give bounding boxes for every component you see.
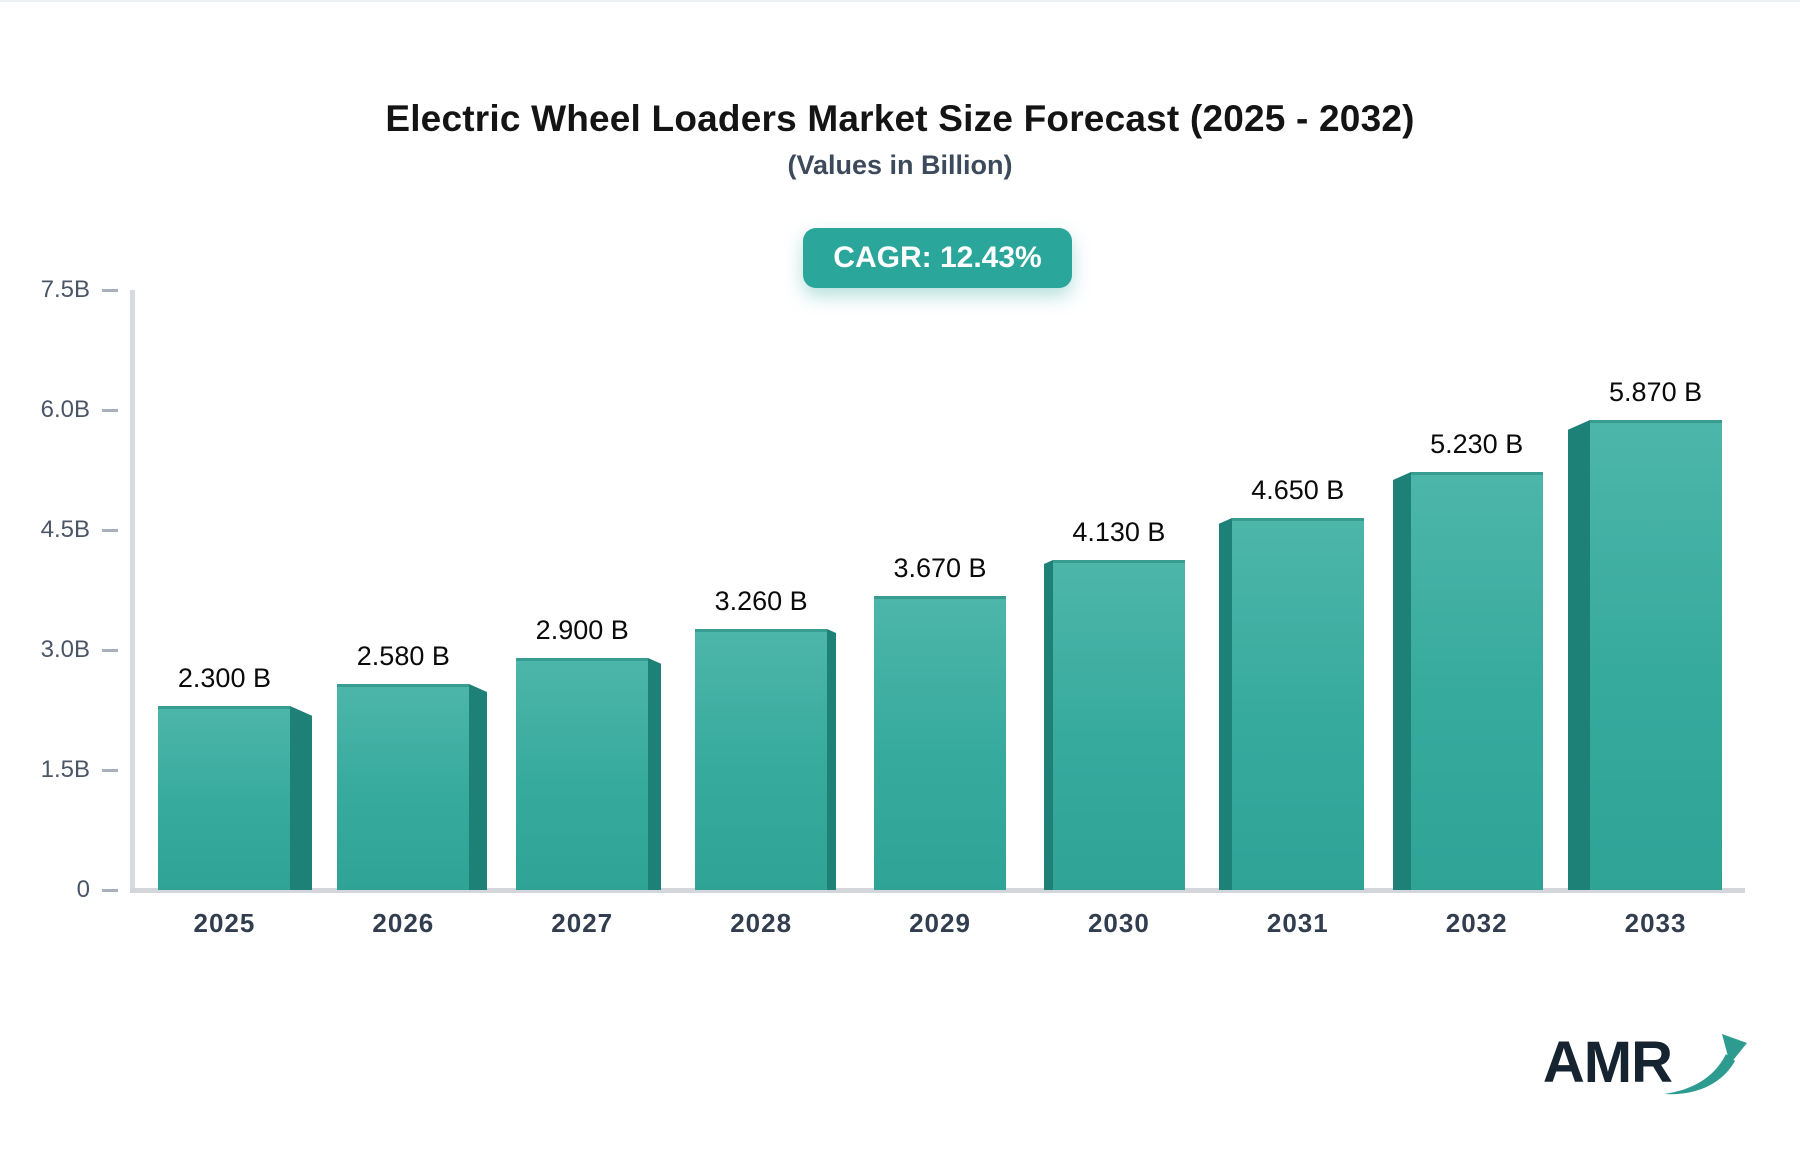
x-axis-label-2032: 2032 <box>1445 908 1508 938</box>
bar-2025 <box>158 706 313 890</box>
bar-value-label: 4.130 B <box>1072 516 1166 547</box>
bar-2027 <box>516 658 662 890</box>
y-tick-mark <box>102 648 118 652</box>
y-tick: 0 <box>0 876 118 904</box>
amr-logo: AMR <box>1543 1028 1748 1096</box>
bar-slot-2031: 4.650 B <box>1208 290 1387 890</box>
y-tick: 6.0B <box>0 396 118 424</box>
bar-side-face <box>469 683 488 890</box>
y-tick-label: 1.5B <box>40 756 90 783</box>
bar-slot-2032: 5.230 B <box>1387 290 1566 890</box>
y-tick-mark <box>102 528 118 532</box>
y-tick-label: 3.0B <box>40 636 90 663</box>
bar-side-face <box>1567 420 1590 890</box>
x-axis-label-2028: 2028 <box>730 908 793 938</box>
bar-slot-2030: 4.130 B <box>1029 290 1208 890</box>
bar-value-label: 2.580 B <box>356 640 450 671</box>
bar-slot-2028: 3.260 B <box>672 290 851 890</box>
bar-2026 <box>337 683 488 890</box>
bar-value-label: 4.650 B <box>1251 475 1345 505</box>
y-tick-mark <box>102 288 118 292</box>
cagr-badge-row: CAGR: 12.43% <box>130 228 1745 288</box>
y-tick: 7.5B <box>0 276 118 304</box>
chart-subtitle: (Values in Billion) <box>787 150 1013 180</box>
x-axis-label-2025: 2025 <box>193 908 256 938</box>
x-axis-label-2026: 2026 <box>372 908 435 938</box>
y-tick-label: 6.0B <box>40 396 90 423</box>
bar-side-face <box>290 706 313 890</box>
bar-slot-2029: 3.670 B <box>851 290 1030 890</box>
bar-value-label: 3.260 B <box>714 586 808 617</box>
y-tick-mark <box>102 408 118 412</box>
bar-slot-2025: 2.300 B <box>135 290 314 890</box>
x-axis-label-2033: 2033 <box>1624 908 1687 938</box>
y-tick-label: 4.5B <box>40 516 90 543</box>
bar-side-face <box>1392 471 1411 890</box>
y-tick-mark <box>102 888 118 892</box>
x-axis-label-2029: 2029 <box>909 908 971 938</box>
bar-slot-2033: 5.870 B <box>1566 290 1745 890</box>
bar-value-label: 2.300 B <box>177 663 271 693</box>
logo-arrow-icon <box>1664 1034 1747 1095</box>
x-axis-label-2031: 2031 <box>1266 908 1329 938</box>
cagr-badge: CAGR: 12.43% <box>803 228 1072 288</box>
y-tick-label: 7.5B <box>40 276 90 303</box>
bar-2033 <box>1567 420 1722 890</box>
bar-2029 <box>874 596 1006 890</box>
bar-slot-2026: 2.580 B <box>314 290 493 890</box>
bar-side-face <box>1043 559 1053 890</box>
y-tick: 4.5B <box>0 516 118 544</box>
x-axis-line <box>130 888 1745 893</box>
y-tick-label: 0 <box>76 876 90 903</box>
logo-text: AMR <box>1542 1029 1673 1095</box>
x-axis-labels: 2025 2026 2027 2028 2029 2030 2031 2032 2033 <box>135 908 1745 939</box>
chart-title: Electric Wheel Loaders Market Size Forec… <box>385 98 1415 139</box>
bar-value-label: 5.230 B <box>1430 428 1524 459</box>
y-axis-line <box>130 290 135 890</box>
bar-value-label: 3.670 B <box>893 553 987 584</box>
bar-slot-2027: 2.900 B <box>493 290 672 890</box>
y-tick: 1.5B <box>0 756 118 784</box>
bar-2032 <box>1392 471 1543 890</box>
plot-area: 2.300 B 2.580 B 2.900 B 3.260 B 3.670 B 4.130… <box>135 290 1745 890</box>
x-axis-label-2027: 2027 <box>551 908 614 938</box>
bar-value-label: 5.870 B <box>1609 377 1703 408</box>
bar-2031 <box>1218 518 1364 890</box>
bar-value-label: 2.900 B <box>535 615 629 645</box>
x-axis-label-2030: 2030 <box>1087 908 1150 938</box>
y-tick-mark <box>102 768 118 772</box>
bar-2028 <box>695 629 837 890</box>
bar-side-face <box>827 629 837 890</box>
bar-2030 <box>1043 559 1185 890</box>
bar-side-face <box>1218 518 1232 890</box>
y-tick: 3.0B <box>0 636 118 664</box>
bar-side-face <box>648 658 662 890</box>
